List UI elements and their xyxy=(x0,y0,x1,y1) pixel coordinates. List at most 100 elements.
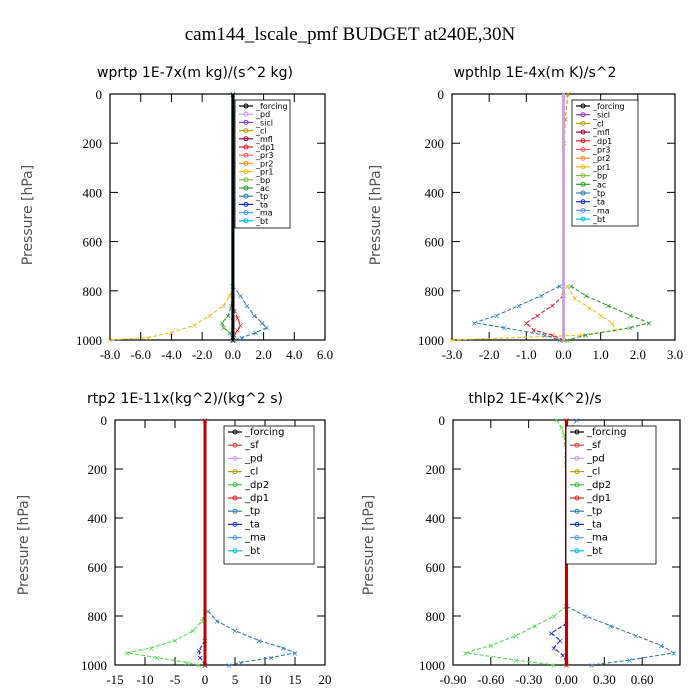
data-point: × xyxy=(219,319,226,328)
x-tick-label: 2.0 xyxy=(630,347,646,362)
y-tick-label: 0 xyxy=(438,87,445,102)
data-point: × xyxy=(493,311,500,320)
x-tick-label: 0 xyxy=(202,672,209,687)
data-point: × xyxy=(573,416,580,425)
data-point: × xyxy=(237,292,244,301)
legend-entry: _ma xyxy=(255,209,273,218)
y-tick-label: 1000 xyxy=(76,333,102,348)
legend-entry: _ta xyxy=(586,519,602,530)
legend-marker xyxy=(243,210,249,216)
legend-entry: _dp1 xyxy=(255,143,275,152)
legend-box xyxy=(223,425,315,565)
data-point: × xyxy=(523,319,530,328)
y-tick-label: 600 xyxy=(83,235,103,250)
legend-entry: _dp1 xyxy=(244,493,269,504)
data-point: × xyxy=(107,336,114,345)
legend-marker xyxy=(243,160,249,166)
data-point: × xyxy=(243,302,250,311)
data-point: × xyxy=(565,90,572,99)
data-point: × xyxy=(563,661,570,670)
panel-title: rtp2 1E-11x(kg^2)/(kg^2 s) xyxy=(87,391,283,407)
data-point: × xyxy=(548,629,555,638)
x-tick-label: 10 xyxy=(259,672,272,687)
data-point: × xyxy=(263,324,270,333)
data-point: × xyxy=(234,314,241,323)
data-point: × xyxy=(560,336,567,345)
legend-entry: _forcing xyxy=(592,102,625,111)
series-line-dp1 xyxy=(126,610,206,666)
data-point: × xyxy=(530,326,537,335)
legend-marker xyxy=(243,201,249,207)
legend-entry: _ma xyxy=(244,533,266,544)
data-point: × xyxy=(627,324,634,333)
y-tick-label: 800 xyxy=(425,284,445,299)
legend-entry: _ta xyxy=(255,200,268,209)
data-point: × xyxy=(626,656,633,665)
legend-entry: _bt xyxy=(592,215,605,224)
data-point: × xyxy=(253,329,260,338)
data-point: × xyxy=(556,336,563,345)
legend-marker xyxy=(580,164,586,170)
y-tick-label: 1000 xyxy=(419,658,445,673)
legend-marker xyxy=(243,144,249,150)
legend-entry: _bp xyxy=(592,172,607,181)
data-point: × xyxy=(172,637,179,646)
data-point: × xyxy=(582,331,589,340)
data-point: × xyxy=(220,324,227,333)
data-point: × xyxy=(560,336,567,345)
data-point: × xyxy=(558,423,565,432)
legend-marker xyxy=(232,535,238,541)
legend-entry: _pr2 xyxy=(592,154,610,163)
legend-marker xyxy=(243,119,249,125)
data-point: × xyxy=(226,292,233,301)
legend-marker xyxy=(580,147,586,152)
legend-entry: _sf xyxy=(586,440,601,451)
y-tick-label: 1000 xyxy=(418,333,444,348)
legend-entry: _tp xyxy=(586,506,602,517)
x-tick-label: -1.0 xyxy=(516,347,537,362)
data-point: × xyxy=(145,334,152,343)
data-point: × xyxy=(190,627,197,636)
x-tick-label: 0.0 xyxy=(225,347,241,362)
data-point: × xyxy=(191,321,198,330)
y-axis-label: Pressure [hPa] xyxy=(368,165,384,265)
legend-marker xyxy=(232,495,238,501)
x-tick-label: 0.60 xyxy=(631,672,654,687)
legend-marker xyxy=(574,429,580,435)
data-point: × xyxy=(564,336,571,345)
data-point: × xyxy=(559,651,566,660)
y-tick-label: 0 xyxy=(101,413,108,428)
data-point: × xyxy=(556,282,563,291)
legend-marker xyxy=(232,469,238,475)
data-point: × xyxy=(231,336,238,345)
x-tick-label: 0.30 xyxy=(593,672,616,687)
legend-entry: _sf xyxy=(244,440,259,451)
y-tick-label: 400 xyxy=(425,185,445,200)
y-tick-label: 800 xyxy=(83,284,103,299)
y-tick-label: 600 xyxy=(425,235,445,250)
x-tick-label: -0.90 xyxy=(439,672,466,687)
data-point: × xyxy=(292,649,299,658)
y-tick-label: 200 xyxy=(426,462,446,477)
y-axis-label: Pressure [hPa] xyxy=(361,495,377,595)
x-tick-label: -2.0 xyxy=(192,347,213,362)
legend-marker xyxy=(243,136,249,142)
data-point: × xyxy=(516,302,523,311)
y-tick-label: 400 xyxy=(88,511,108,526)
legend-entry: _dp1 xyxy=(592,137,612,146)
legend-marker xyxy=(232,548,238,554)
legend-marker xyxy=(574,455,580,461)
legend-entry: _forcing xyxy=(255,102,288,111)
legend-entry: _pd xyxy=(586,453,605,464)
data-point: × xyxy=(230,336,237,345)
data-point: × xyxy=(184,659,191,668)
data-point: × xyxy=(568,282,575,291)
data-point: × xyxy=(234,326,241,335)
data-point: × xyxy=(220,302,227,311)
data-point: × xyxy=(280,644,287,653)
legend-marker xyxy=(580,207,586,213)
data-point: × xyxy=(226,661,233,670)
data-point: × xyxy=(230,90,237,99)
legend-entry: _ma xyxy=(586,533,608,544)
y-tick-label: 600 xyxy=(426,560,446,575)
